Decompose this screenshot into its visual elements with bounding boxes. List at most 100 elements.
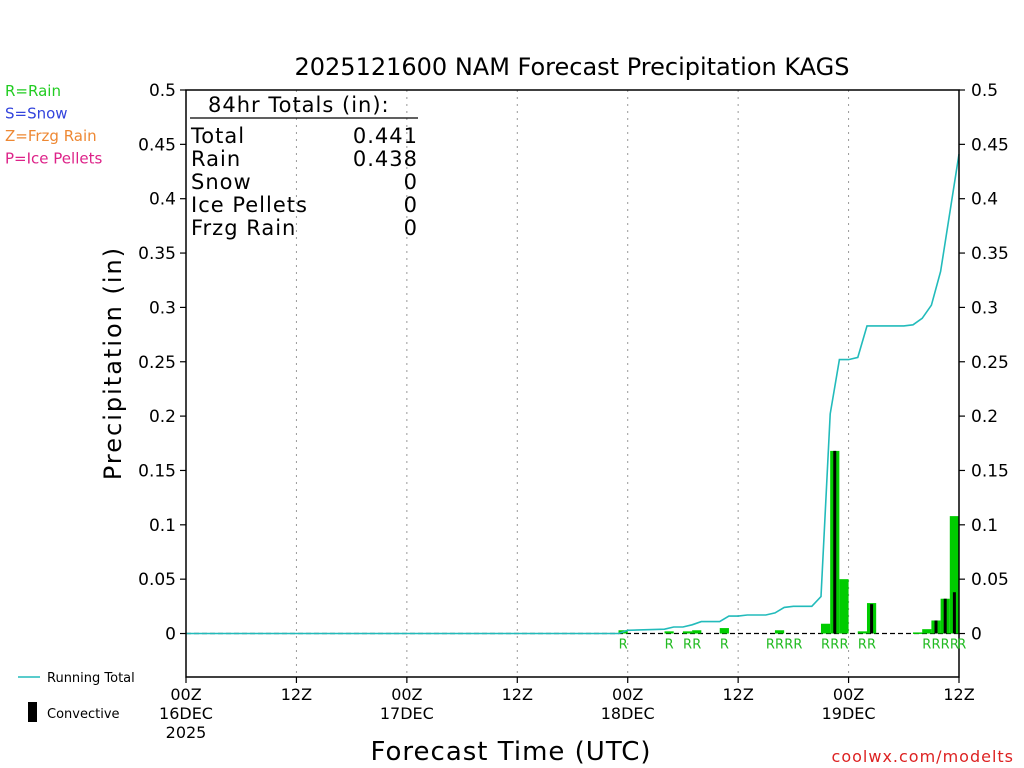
legend-type-entry: P=Ice Pellets <box>5 150 102 168</box>
precip-type-marker: R <box>931 638 940 653</box>
y-tick-label-left: 0.1 <box>149 516 176 536</box>
x-tick-date-label: 17DEC <box>380 704 434 723</box>
y-tick-label-right: 0.05 <box>971 570 1009 590</box>
y-tick-label-right: 0.3 <box>971 298 998 318</box>
y-tick-label-right: 0.35 <box>971 244 1009 264</box>
y-tick-label-right: 0.15 <box>971 461 1009 481</box>
x-tick-year-label: 2025 <box>166 723 207 742</box>
axes-layer: 0.5 0.5 0.45 0.45 0.4 0.4 0.35 0.35 0.3 0.3 0.25 0.… <box>138 81 1009 742</box>
rain-bar <box>949 516 959 634</box>
precip-type-marker: R <box>784 638 793 653</box>
x-tick-label: 12Z <box>281 685 312 704</box>
rain-bar <box>839 579 849 634</box>
totals-box: 84hr Totals (in): Total 0.441 Rain 0.438 Sno… <box>190 93 418 240</box>
y-tick-label-left: 0.2 <box>149 407 176 427</box>
convective-bar <box>870 604 874 634</box>
y-tick-label-left: 0 <box>165 625 176 645</box>
totals-title: 84hr Totals (in): <box>208 93 390 117</box>
totals-row-label: Total <box>190 124 245 148</box>
precip-type-marker: R <box>830 638 839 653</box>
totals-row-value: 0 <box>404 193 418 217</box>
legend-type-entry: S=Snow <box>5 105 68 123</box>
y-tick-label-left: 0.25 <box>138 353 176 373</box>
y-tick-label-left: 0.15 <box>138 461 176 481</box>
x-tick-label: 12Z <box>722 685 753 704</box>
y-tick-label-left: 0.4 <box>149 190 176 210</box>
precip-type-marker: R <box>619 638 628 653</box>
chart-title: 2025121600 NAM Forecast Precipitation KA… <box>295 53 850 81</box>
rain-bar <box>682 631 693 634</box>
totals-row-value: 0.441 <box>353 124 418 148</box>
x-tick-date-label: 19DEC <box>822 704 876 723</box>
legend-running-total-label: Running Total <box>47 671 135 686</box>
totals-row-value: 0.438 <box>353 147 418 171</box>
precip-type-marker: R <box>867 638 876 653</box>
precip-type-marker: R <box>922 638 931 653</box>
totals-row-label: Snow <box>191 170 252 194</box>
y-tick-label-right: 0.4 <box>971 190 998 210</box>
x-tick-label: 00Z <box>391 685 422 704</box>
x-tick-label: 12Z <box>502 685 533 704</box>
running-total-line <box>186 153 960 635</box>
rain-bar <box>912 632 923 634</box>
rain-bar <box>857 631 867 634</box>
precip-type-marker: R <box>766 638 775 653</box>
x-tick-label: 00Z <box>833 685 864 704</box>
totals-row-label: Frzg Rain <box>191 216 296 240</box>
legend-type-entry: Z=Frzg Rain <box>5 127 97 145</box>
convective-bar <box>934 620 938 634</box>
legend-type-entry: R=Rain <box>5 82 61 100</box>
precip-type-marker: R <box>941 638 950 653</box>
bars-layer <box>618 450 959 634</box>
x-axis-label: Forecast Time (UTC) <box>370 737 651 767</box>
totals-row-label: Rain <box>191 147 241 171</box>
rain-bar <box>664 631 674 634</box>
y-tick-label-left: 0.05 <box>138 570 176 590</box>
rain-bar <box>692 630 702 634</box>
y-tick-label-left: 0.35 <box>138 244 176 264</box>
precip-type-marker: R <box>821 638 830 653</box>
y-tick-label-right: 0.45 <box>971 135 1009 155</box>
convective-bar <box>943 598 947 634</box>
y-tick-label-left: 0.3 <box>149 298 176 318</box>
y-tick-label-right: 0.2 <box>971 407 998 427</box>
totals-row-value: 0 <box>404 216 418 240</box>
y-tick-label-right: 0.5 <box>971 81 998 101</box>
convective-bar <box>833 450 837 634</box>
precip-type-marker: R <box>957 638 966 653</box>
legend-convective-swatch <box>28 702 37 722</box>
y-tick-label-right: 0 <box>971 625 982 645</box>
x-tick-label: 00Z <box>612 685 643 704</box>
convective-bar <box>952 592 956 634</box>
rain-bar <box>774 630 785 634</box>
x-tick-date-label: 18DEC <box>601 704 655 723</box>
rain-bar <box>719 628 729 634</box>
precip-type-marker: R <box>858 638 867 653</box>
precip-type-marker: R <box>692 638 701 653</box>
precip-type-marker: R <box>665 638 674 653</box>
precip-type-marker: R <box>950 638 959 653</box>
totals-row-value: 0 <box>404 170 418 194</box>
y-tick-label-left: 0.45 <box>138 135 176 155</box>
precip-type-marker: R <box>775 638 784 653</box>
x-tick-label: 12Z <box>943 685 974 704</box>
x-tick-date-label: 16DEC <box>159 704 213 723</box>
totals-row-label: Ice Pellets <box>191 193 308 217</box>
x-tick-label: 00Z <box>170 685 201 704</box>
legend-convective-label: Convective <box>47 707 120 722</box>
y-tick-label-right: 0.1 <box>971 516 998 536</box>
line-layer <box>186 153 960 635</box>
y-tick-label-right: 0.25 <box>971 353 1009 373</box>
precip-type-legend: R=Rain S=Snow Z=Frzg Rain P=Ice Pellets <box>5 82 102 168</box>
precip-type-marker: R <box>793 638 802 653</box>
precip-type-marker: R <box>683 638 692 653</box>
plot-frame <box>185 89 960 678</box>
rain-bar <box>922 629 932 634</box>
y-tick-label-left: 0.5 <box>149 81 176 101</box>
y-axis-label: Precipitation (in) <box>99 246 127 480</box>
rain-bar <box>820 623 831 634</box>
credit-text: coolwx.com/modelts <box>832 747 1014 766</box>
precip-type-marker: R <box>839 638 848 653</box>
precip-type-marker: R <box>720 638 729 653</box>
